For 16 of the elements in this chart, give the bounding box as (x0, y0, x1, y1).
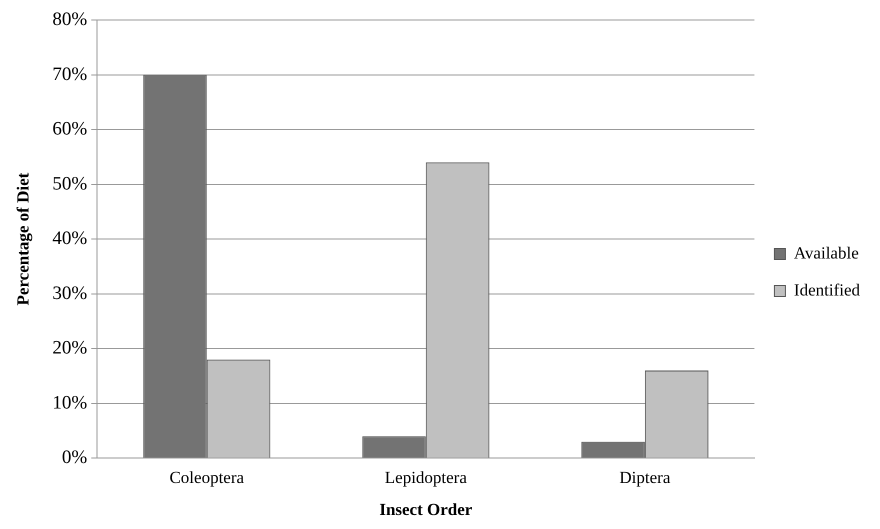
y-tick-label: 50% (52, 173, 88, 194)
x-tick-label: Coleoptera (169, 468, 244, 487)
y-tick-label: 40% (52, 228, 88, 250)
y-tick-label: 70% (52, 64, 88, 85)
y-axis-title: Percentage of Diet (14, 172, 33, 306)
y-tick-label: 60% (52, 118, 88, 140)
legend-label: Available (794, 243, 859, 262)
x-axis-title: Insect Order (379, 500, 473, 520)
y-tick-label: 80% (52, 8, 88, 30)
legend-label: Identified (794, 280, 860, 300)
x-tick-label: Lepidoptera (384, 468, 468, 487)
x-tick-label: Diptera (619, 468, 671, 487)
y-tick-label: 10% (52, 392, 88, 414)
y-tick-label: 20% (52, 338, 88, 359)
y-tick-label: 30% (52, 282, 88, 304)
y-tick-label: 0% (62, 447, 88, 468)
